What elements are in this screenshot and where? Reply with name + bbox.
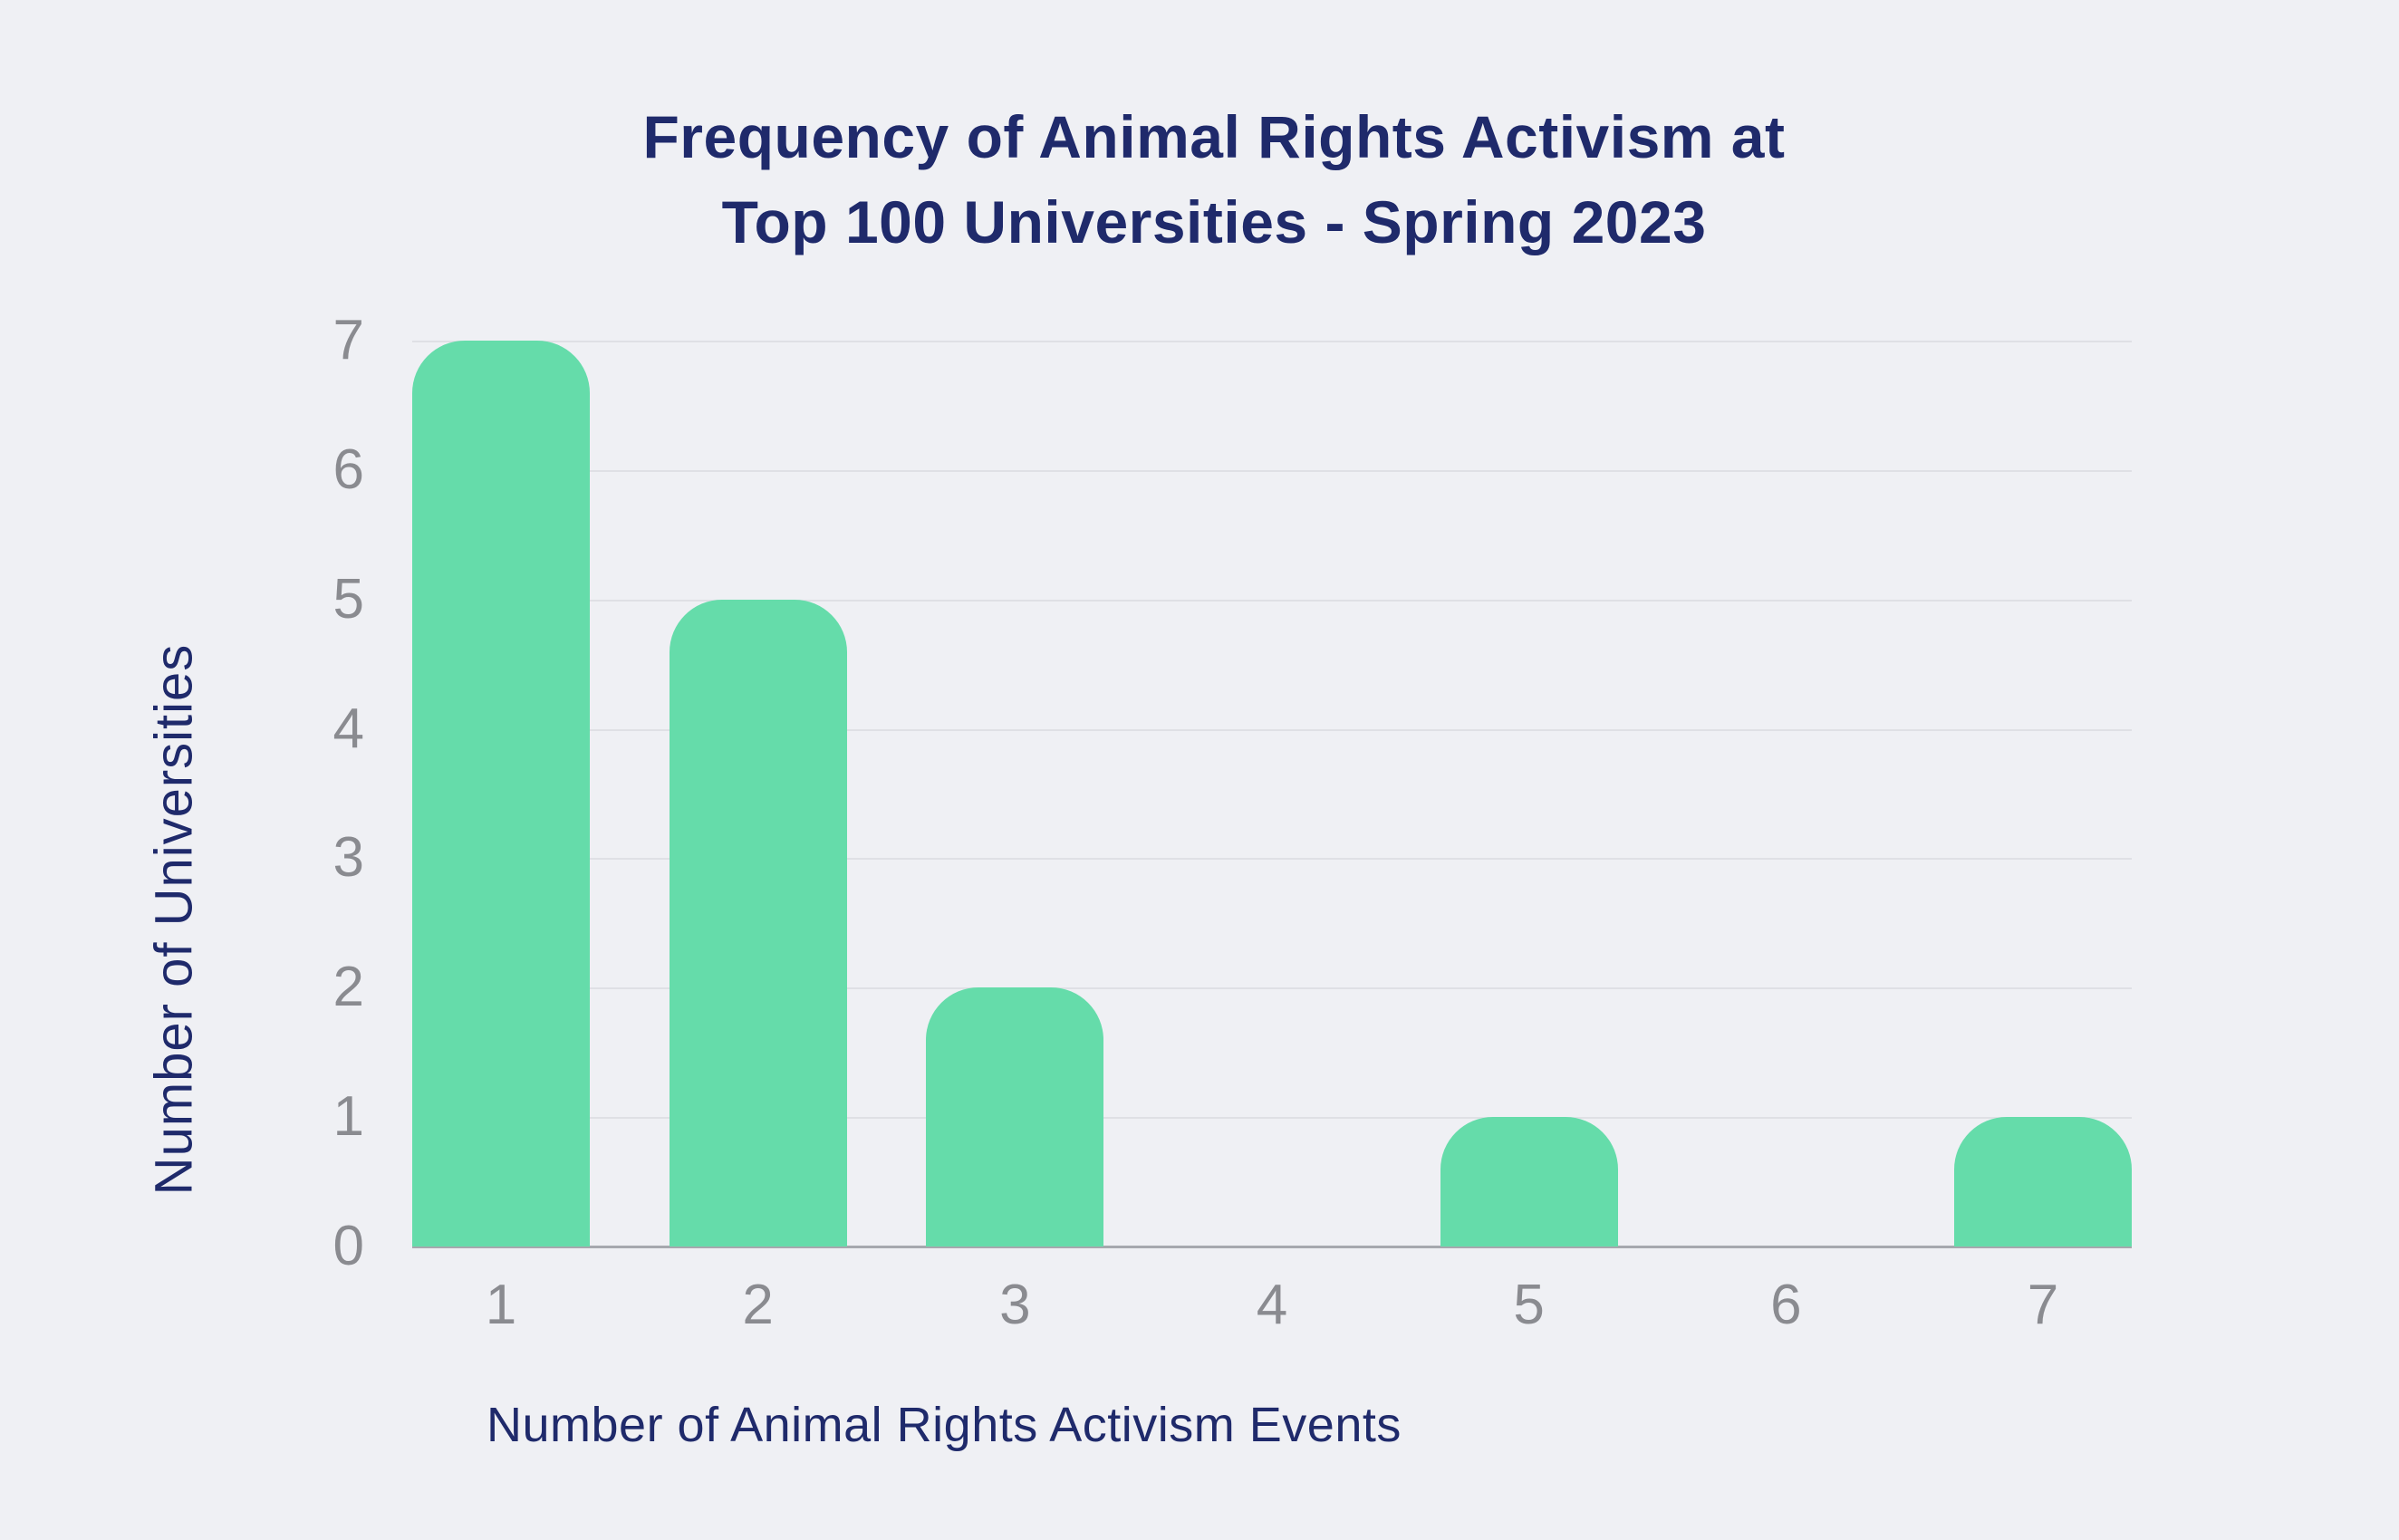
y-tick-label-6: 6 (332, 438, 364, 501)
gridline-y-3 (412, 858, 2132, 861)
x-tick-label-7: 7 (2027, 1274, 2059, 1336)
y-tick-label-1: 1 (332, 1085, 364, 1149)
y-tick-label-0: 0 (332, 1215, 364, 1277)
x-tick-label-5: 5 (1513, 1274, 1545, 1336)
y-tick-label-3: 3 (332, 826, 364, 890)
chart-title-line-1: Frequency of Animal Rights Activism at (642, 103, 1786, 170)
bar-category-1 (412, 341, 590, 1246)
gridline-y-4 (412, 728, 2132, 731)
y-tick-label-2: 2 (332, 956, 364, 1019)
y-tick-label-4: 4 (332, 697, 364, 760)
bar-category-7 (1954, 1117, 2132, 1246)
y-tick-label-7: 7 (332, 309, 364, 371)
chart-title: Frequency of Animal Rights Activism at T… (0, 94, 2399, 265)
plot-area (412, 341, 2132, 1248)
bar-category-3 (926, 987, 1104, 1246)
gridline-y-1 (412, 1117, 2132, 1120)
bar-category-2 (669, 599, 847, 1246)
chart-title-line-2: Top 100 Universities - Spring 2023 (721, 188, 1707, 255)
x-axis-title: Number of Animal Rights Activism Events (487, 1398, 1402, 1452)
x-tick-label-1: 1 (485, 1274, 517, 1336)
gridline-y-2 (412, 987, 2132, 990)
x-tick-label-6: 6 (1770, 1274, 1802, 1336)
gridline-y-6 (412, 469, 2132, 472)
y-axis-title: Number of Universities (144, 643, 204, 1196)
bar-category-5 (1440, 1117, 1618, 1246)
gridline-y-5 (412, 599, 2132, 602)
x-axis-line (412, 1246, 2132, 1248)
gridline-y-7 (412, 341, 2132, 342)
x-tick-label-2: 2 (742, 1274, 774, 1336)
y-tick-label-5: 5 (332, 567, 364, 630)
x-tick-label-4: 4 (1256, 1274, 1288, 1336)
x-tick-label-3: 3 (999, 1274, 1031, 1336)
